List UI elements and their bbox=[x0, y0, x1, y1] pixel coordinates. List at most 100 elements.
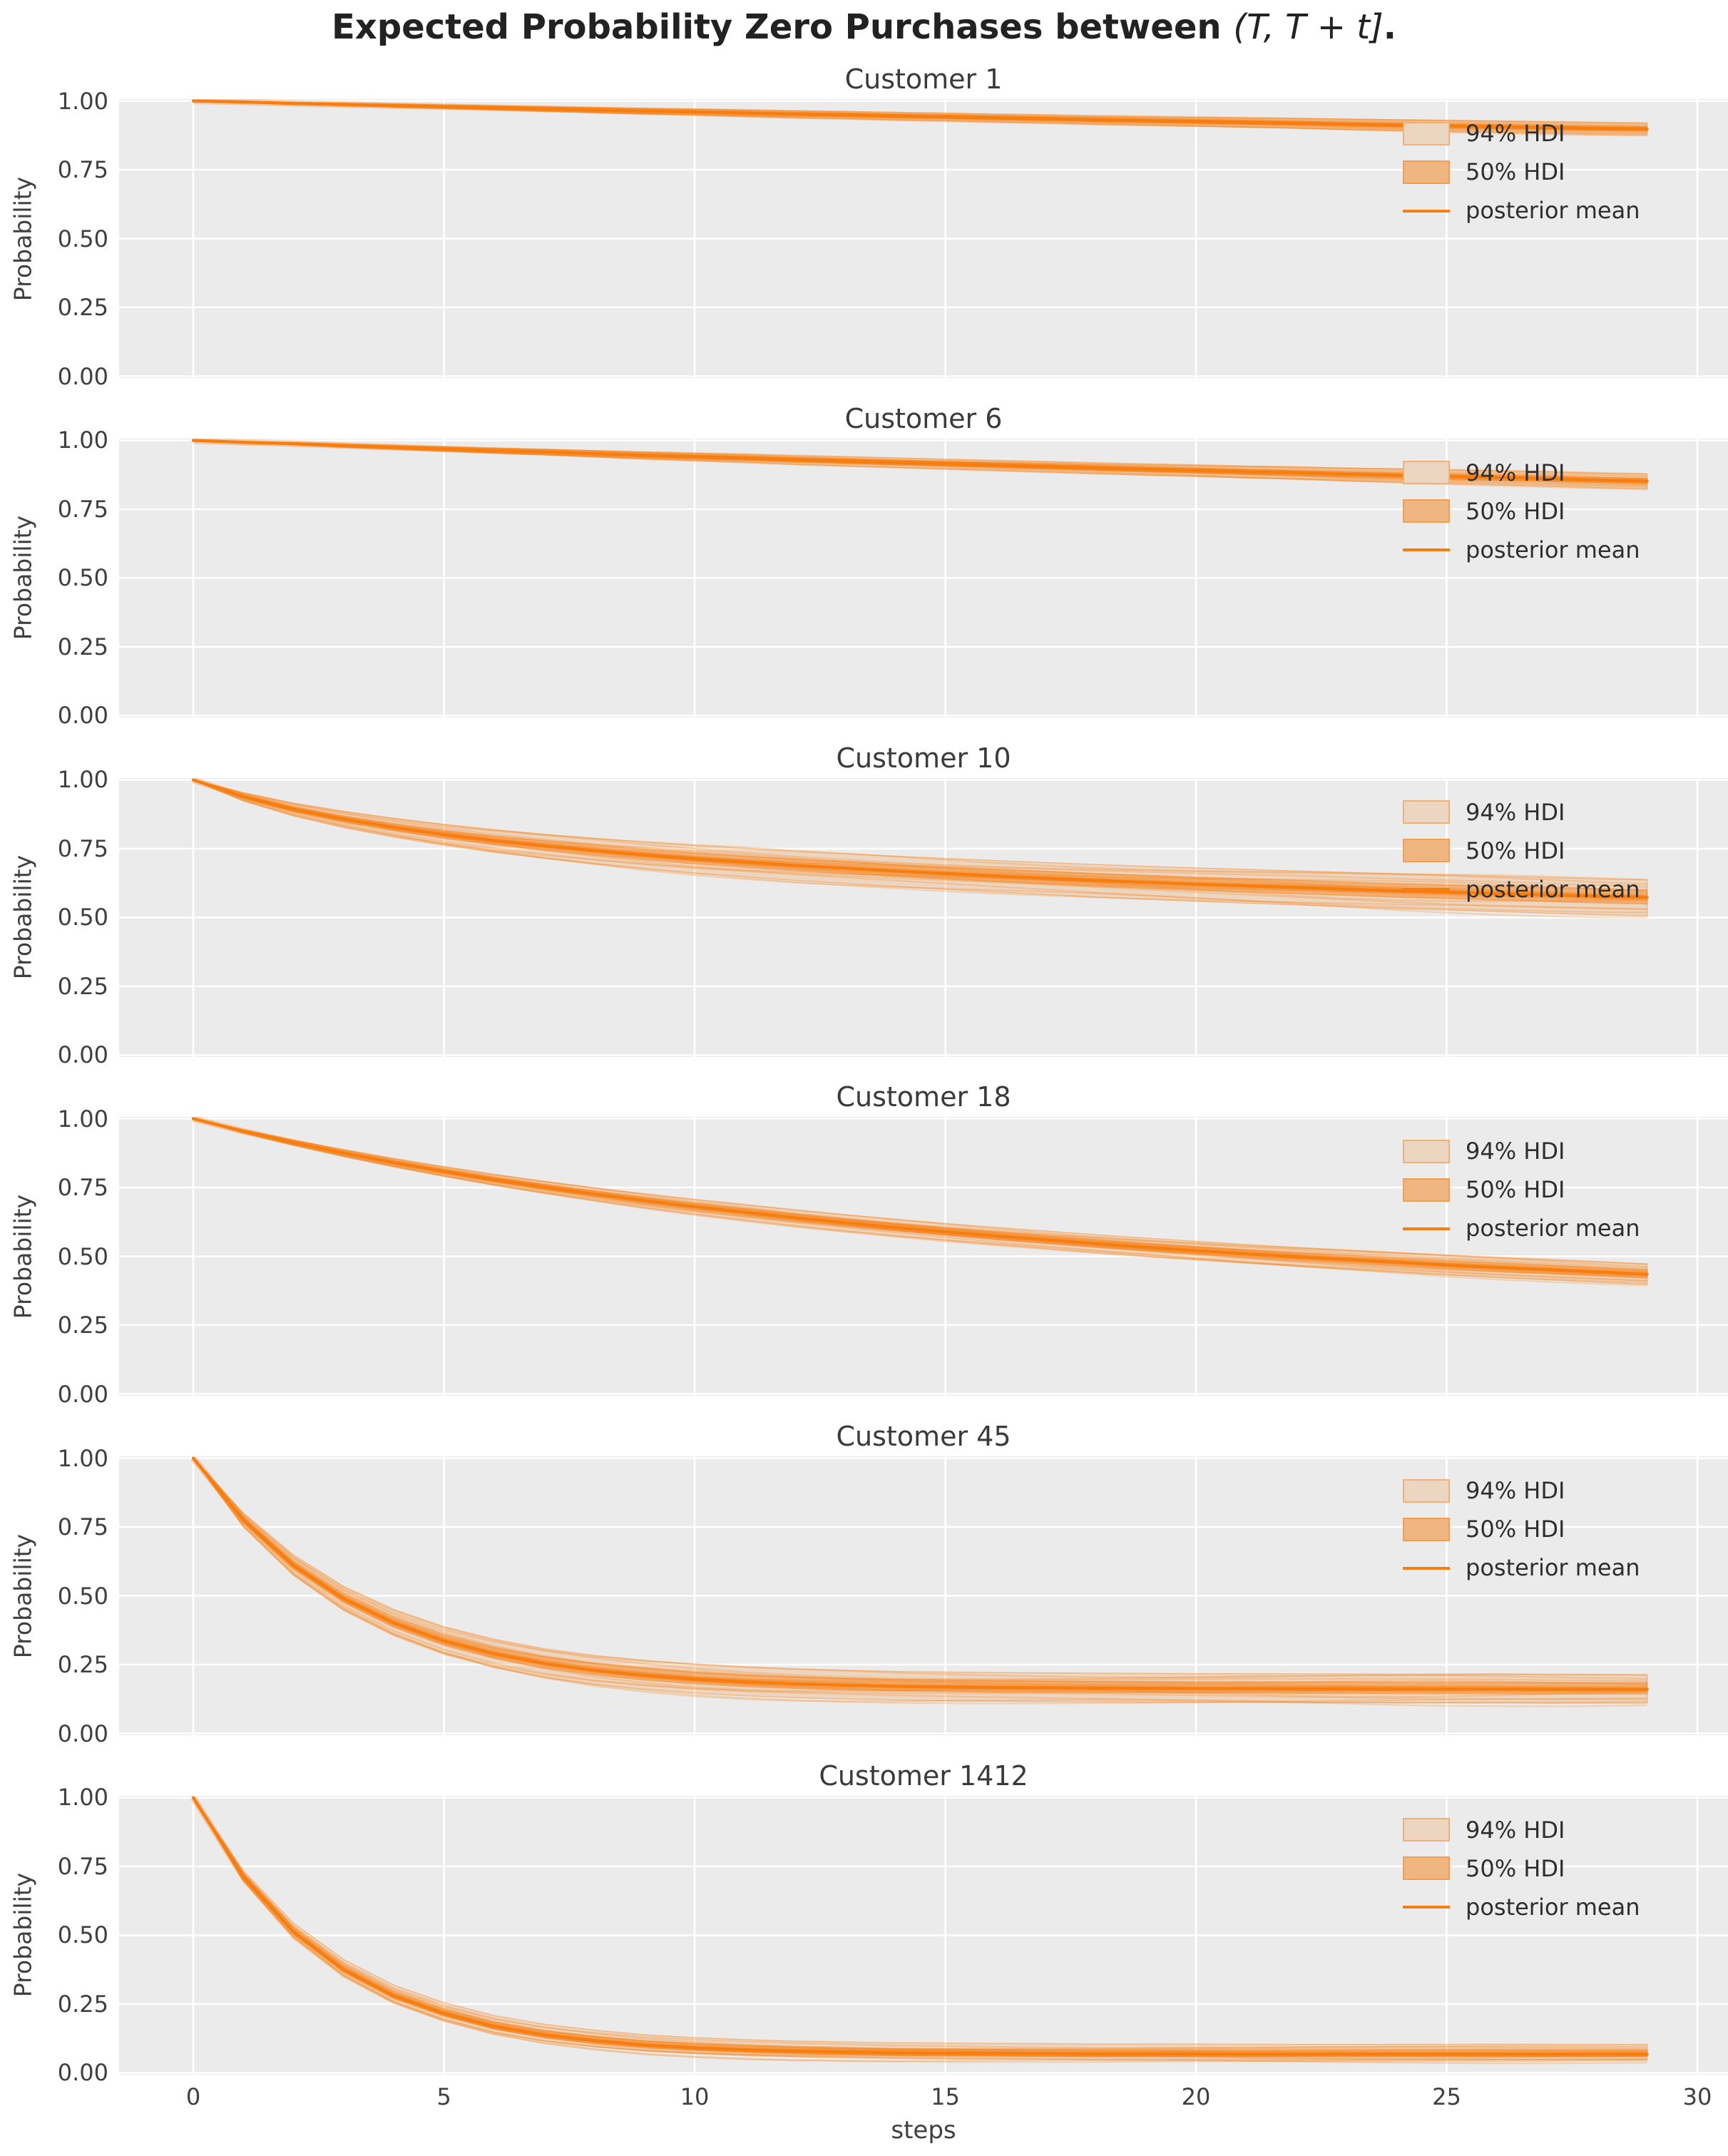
y-tick-label: 0.75 bbox=[57, 156, 108, 183]
hdi50-swatch bbox=[1403, 499, 1450, 523]
y-tick-label: 1.00 bbox=[57, 766, 108, 794]
plot-area: 94% HDI 50% HDI posterior mean bbox=[119, 99, 1728, 378]
plot-area: 94% HDI 50% HDI posterior mean bbox=[119, 1795, 1728, 2075]
legend-row-mean: posterior mean bbox=[1403, 197, 1717, 224]
y-tick-label: 0.75 bbox=[57, 834, 108, 862]
hdi50-swatch bbox=[1403, 1177, 1450, 1202]
chart-svg bbox=[119, 1117, 1728, 1396]
hdi94-swatch bbox=[1403, 461, 1450, 485]
legend-label-hdi94: 94% HDI bbox=[1466, 1138, 1565, 1165]
y-tick-label: 0.25 bbox=[57, 633, 108, 660]
legend-label-mean: posterior mean bbox=[1466, 875, 1640, 903]
y-tick-label: 0.00 bbox=[57, 1041, 108, 1069]
x-tick-label: 10 bbox=[680, 2083, 710, 2110]
legend-row-hdi50: 50% HDI bbox=[1403, 1516, 1717, 1543]
y-tick-label: 0.00 bbox=[57, 1380, 108, 1408]
legend-label-hdi94: 94% HDI bbox=[1466, 1816, 1565, 1844]
y-tick-label: 0.50 bbox=[57, 564, 108, 592]
y-tick-label: 0.25 bbox=[57, 1651, 108, 1679]
x-tick-label: 0 bbox=[185, 2083, 201, 2110]
legend-row-hdi94: 94% HDI bbox=[1403, 1816, 1717, 1844]
x-axis-label: steps bbox=[891, 2115, 956, 2145]
y-tick-label: 0.75 bbox=[57, 1513, 108, 1541]
y-tick-label: 0.00 bbox=[57, 2059, 108, 2087]
legend-row-hdi94: 94% HDI bbox=[1403, 1477, 1717, 1505]
subplot-title: Customer 6 bbox=[844, 402, 1003, 434]
legend-row-mean: posterior mean bbox=[1403, 1215, 1717, 1242]
legend-label-hdi50: 50% HDI bbox=[1466, 158, 1565, 185]
plot-area: 94% HDI 50% HDI posterior mean bbox=[119, 438, 1728, 717]
plot-area: 94% HDI 50% HDI posterior mean bbox=[119, 1456, 1728, 1736]
chart-svg bbox=[119, 777, 1728, 1057]
y-tick-label: 0.25 bbox=[57, 294, 108, 321]
subplot-title: Customer 1412 bbox=[819, 1759, 1028, 1792]
legend-label-hdi94: 94% HDI bbox=[1466, 459, 1565, 486]
y-tick-label: 0.50 bbox=[57, 225, 108, 252]
y-tick-label: 0.75 bbox=[57, 1852, 108, 1880]
gridlines bbox=[119, 99, 1728, 378]
figure-title-text: Expected Probability Zero Purchases betw… bbox=[332, 7, 1234, 47]
legend-label-hdi94: 94% HDI bbox=[1466, 1477, 1565, 1505]
y-tick-label: 0.75 bbox=[57, 1174, 108, 1202]
legend-row-hdi94: 94% HDI bbox=[1403, 1138, 1717, 1165]
hdi94-band bbox=[193, 1797, 1648, 2060]
chart-svg bbox=[119, 438, 1728, 717]
legend-label-mean: posterior mean bbox=[1466, 1215, 1640, 1242]
legend-label-hdi94: 94% HDI bbox=[1466, 798, 1565, 826]
hdi94-swatch bbox=[1403, 121, 1450, 145]
subplot-title: Customer 10 bbox=[836, 742, 1011, 774]
y-tick-label: 1.00 bbox=[57, 1105, 108, 1133]
hdi94-swatch bbox=[1403, 1139, 1450, 1163]
legend-label-hdi50: 50% HDI bbox=[1466, 497, 1565, 525]
posterior-mean-line-swatch bbox=[1403, 877, 1450, 901]
legend-row-hdi94: 94% HDI bbox=[1403, 798, 1717, 826]
posterior-mean-line-swatch bbox=[1403, 538, 1450, 561]
posterior-mean-line-swatch bbox=[1403, 1556, 1450, 1580]
x-tick-label: 5 bbox=[436, 2083, 451, 2110]
y-tick-label: 1.00 bbox=[57, 426, 108, 454]
x-tick-label: 15 bbox=[931, 2083, 960, 2110]
legend: 94% HDI 50% HDI posterior mean bbox=[1403, 459, 1717, 576]
legend-label-hdi50: 50% HDI bbox=[1466, 1176, 1565, 1204]
legend: 94% HDI 50% HDI posterior mean bbox=[1403, 1817, 1717, 1933]
posterior-mean-line bbox=[191, 1456, 1649, 1691]
y-tick-label: 0.00 bbox=[57, 1720, 108, 1747]
x-tick-label: 25 bbox=[1432, 2083, 1461, 2110]
subplot-title: Customer 1 bbox=[844, 63, 1003, 95]
legend: 94% HDI 50% HDI posterior mean bbox=[1403, 1477, 1717, 1593]
chart-svg bbox=[119, 1456, 1728, 1736]
legend: 94% HDI 50% HDI posterior mean bbox=[1403, 1138, 1717, 1254]
legend-row-hdi50: 50% HDI bbox=[1403, 837, 1717, 864]
posterior-mean-line bbox=[191, 1117, 1649, 1277]
hdi94-swatch bbox=[1403, 800, 1450, 824]
legend-row-hdi50: 50% HDI bbox=[1403, 1176, 1717, 1204]
posterior-mean-line-swatch bbox=[1403, 1217, 1450, 1240]
legend-row-mean: posterior mean bbox=[1403, 875, 1717, 903]
chart-svg bbox=[119, 1795, 1728, 2075]
plot-area: 94% HDI 50% HDI posterior mean bbox=[119, 1117, 1728, 1396]
hdi50-swatch bbox=[1403, 839, 1450, 863]
y-tick-label: 0.50 bbox=[57, 1921, 108, 1949]
legend: 94% HDI 50% HDI posterior mean bbox=[1403, 799, 1717, 915]
y-tick-label: 0.50 bbox=[57, 1582, 108, 1610]
y-tick-label: 0.00 bbox=[57, 362, 108, 390]
legend-row-hdi50: 50% HDI bbox=[1403, 497, 1717, 525]
y-tick-label: 1.00 bbox=[57, 1784, 108, 1812]
legend-label-hdi94: 94% HDI bbox=[1466, 120, 1565, 147]
figure-title-math: (T, T + t] bbox=[1233, 7, 1384, 47]
legend-row-hdi50: 50% HDI bbox=[1403, 158, 1717, 185]
subplot-title: Customer 18 bbox=[836, 1081, 1011, 1113]
posterior-mean-line-swatch bbox=[1403, 199, 1450, 223]
figure-title: Expected Probability Zero Purchases betw… bbox=[0, 7, 1728, 47]
gridlines bbox=[119, 1795, 1728, 2075]
legend-row-mean: posterior mean bbox=[1403, 1554, 1717, 1582]
legend-label-mean: posterior mean bbox=[1466, 1554, 1640, 1582]
y-tick-label: 0.25 bbox=[57, 1990, 108, 2018]
gridlines bbox=[119, 438, 1728, 717]
x-tick-label: 20 bbox=[1181, 2083, 1211, 2110]
hdi50-swatch bbox=[1403, 160, 1450, 184]
legend-label-hdi50: 50% HDI bbox=[1466, 837, 1565, 864]
legend-row-mean: posterior mean bbox=[1403, 536, 1717, 563]
legend-label-mean: posterior mean bbox=[1466, 536, 1640, 563]
